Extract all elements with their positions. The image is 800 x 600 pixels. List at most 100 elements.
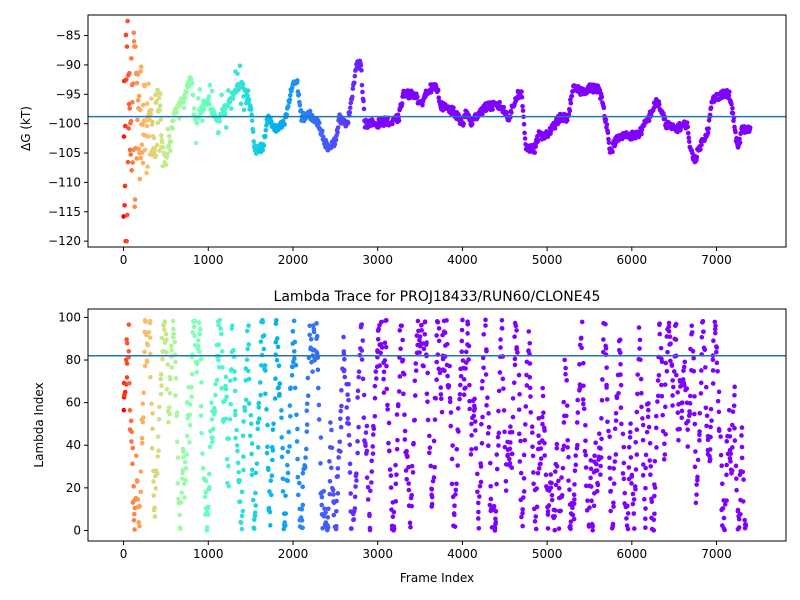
top-x-tick-label: 7000 xyxy=(701,253,732,267)
lambda-point xyxy=(135,497,141,502)
lambda-point xyxy=(483,323,488,328)
lambda-point xyxy=(505,452,511,458)
lambda-point xyxy=(334,498,339,504)
lambda-point xyxy=(246,376,252,382)
lambda-point xyxy=(226,483,232,489)
lambda-point xyxy=(613,452,619,457)
lambda-point xyxy=(138,469,144,474)
lambda-point xyxy=(663,360,669,366)
lambda-point xyxy=(172,339,178,345)
lambda-point xyxy=(236,469,242,475)
lambda-point xyxy=(196,320,202,325)
lambda-point xyxy=(199,430,204,436)
lambda-point xyxy=(391,509,397,515)
lambda-point xyxy=(644,429,650,435)
lambda-point xyxy=(216,364,222,370)
lambda-point xyxy=(625,526,631,532)
lambda-point xyxy=(617,337,623,343)
lambda-point xyxy=(566,454,571,460)
free-energy-point xyxy=(251,139,256,144)
lambda-point xyxy=(238,520,244,526)
lambda-trace-x-ticks: 0 1000 2000 3000 4000 5000 6000 7000 xyxy=(120,541,732,561)
lambda-point xyxy=(126,322,132,327)
lambda-point xyxy=(345,416,351,421)
lambda-point xyxy=(152,505,157,511)
lambda-point xyxy=(401,391,406,397)
lambda-point xyxy=(334,508,339,514)
lambda-point xyxy=(708,406,714,412)
free-energy-point xyxy=(209,88,215,94)
lambda-point xyxy=(265,422,270,428)
lambda-point xyxy=(223,416,229,422)
lambda-point xyxy=(142,363,148,369)
lambda-point xyxy=(568,519,574,524)
lambda-point xyxy=(249,451,254,457)
lambda-point xyxy=(275,344,281,350)
lambda-point xyxy=(621,460,627,466)
lambda-point xyxy=(158,372,164,377)
lambda-point xyxy=(675,390,680,395)
free-energy-point xyxy=(297,102,303,108)
free-energy-point xyxy=(396,118,402,123)
lambda-point xyxy=(733,463,739,469)
lambda-point xyxy=(402,428,408,434)
lambda-point xyxy=(360,338,366,343)
lambda-point xyxy=(518,438,523,444)
lambda-point xyxy=(372,413,378,419)
lambda-point xyxy=(255,445,261,450)
lambda-point xyxy=(545,526,551,531)
free-energy-y-axis-label: ΔG (kT) xyxy=(19,106,33,151)
lambda-point xyxy=(652,493,657,499)
lambda-point xyxy=(384,318,389,323)
lambda-point xyxy=(452,524,458,529)
lambda-point xyxy=(448,410,454,415)
free-energy-point xyxy=(469,121,475,127)
free-energy-point xyxy=(123,32,129,38)
lambda-point xyxy=(255,420,261,425)
lambda-point xyxy=(496,430,502,436)
lambda-point xyxy=(558,508,563,514)
lambda-point xyxy=(397,328,403,333)
lambda-point xyxy=(503,488,509,493)
lambda-point xyxy=(352,506,358,511)
lambda-point xyxy=(327,478,333,484)
lambda-point xyxy=(239,526,245,532)
lambda-point xyxy=(378,350,383,356)
bot-x-tick-label: 5000 xyxy=(532,547,563,561)
free-energy-point xyxy=(428,90,434,95)
free-energy-point xyxy=(564,118,570,123)
top-x-tick-label: 2000 xyxy=(278,253,309,267)
lambda-point xyxy=(180,449,186,454)
lambda-point xyxy=(533,526,539,532)
free-energy-point xyxy=(606,140,612,145)
lambda-point xyxy=(229,326,234,331)
lambda-point xyxy=(486,411,491,416)
free-energy-point xyxy=(152,149,157,155)
lambda-point xyxy=(463,366,468,371)
lambda-point xyxy=(342,374,348,380)
lambda-point xyxy=(652,458,658,464)
lambda-point xyxy=(507,456,512,462)
free-energy-point xyxy=(352,73,358,79)
lambda-point xyxy=(342,356,347,362)
lambda-point xyxy=(187,412,193,418)
lambda-point xyxy=(432,395,438,401)
lambda-point xyxy=(189,394,195,400)
free-energy-point xyxy=(190,92,196,98)
lambda-point xyxy=(507,446,513,452)
free-energy-point xyxy=(124,238,129,244)
free-energy-point xyxy=(136,146,142,152)
lambda-point xyxy=(552,513,557,519)
free-energy-point xyxy=(130,160,136,165)
lambda-point xyxy=(137,503,142,509)
lambda-point xyxy=(253,470,259,476)
lambda-point xyxy=(663,404,668,410)
free-energy-point xyxy=(685,124,691,130)
lambda-point xyxy=(712,326,718,332)
lambda-point xyxy=(637,337,643,343)
lambda-point xyxy=(390,514,396,520)
lambda-point xyxy=(399,323,405,329)
lambda-point xyxy=(402,412,407,417)
lambda-point xyxy=(356,369,362,375)
lambda-point xyxy=(565,445,570,450)
